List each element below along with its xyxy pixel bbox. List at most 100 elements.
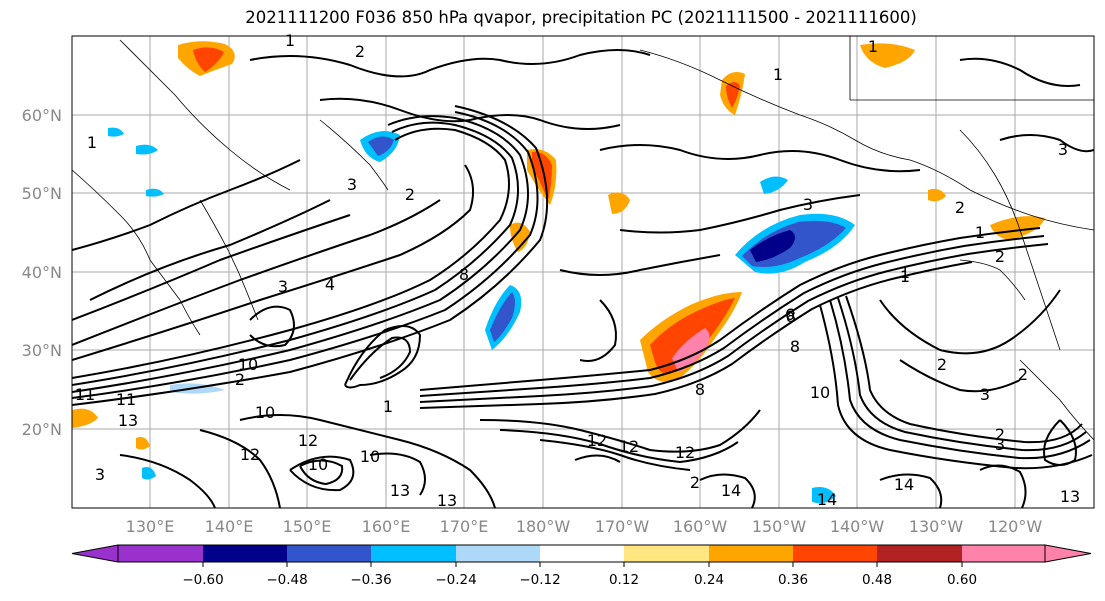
precip-patch-positive: [860, 43, 915, 68]
contour-label: 1: [900, 267, 910, 286]
lat-label: 40°N: [22, 263, 62, 282]
contour-label: 13: [390, 481, 410, 500]
precip-patch-positive: [136, 437, 150, 450]
contour-label: 1: [900, 263, 910, 282]
contour-label: 14: [817, 490, 837, 509]
colorbar-cell: [287, 545, 371, 562]
contour-label: 2: [955, 198, 965, 217]
contour-label: 2: [995, 247, 1005, 266]
precip-patch-negative: [812, 487, 836, 504]
lon-label: 180°W: [516, 517, 571, 536]
colorbar: −0.60 −0.48 −0.36 −0.24 −0.12 0.12 0.24 …: [71, 544, 1092, 588]
colorbar-cell: [118, 545, 203, 562]
precip-patch-positive: [726, 82, 740, 108]
contour-label: 2: [405, 185, 415, 204]
lon-label: 140°E: [205, 517, 254, 536]
precip-patch-negative: [490, 292, 515, 342]
contour-label: 3: [995, 435, 1005, 454]
colorbar-tick-label: 0.36: [778, 572, 808, 588]
contour-label: 11: [75, 385, 95, 404]
precip-patch-positive: [608, 192, 630, 214]
colorbar-tick-label: −0.48: [266, 572, 307, 588]
precip-patch-negative: [142, 467, 156, 480]
precip-patches: [72, 41, 1045, 504]
precip-patch-positive: [72, 408, 98, 428]
precip-patch-negative: [760, 176, 788, 194]
colorbar-tick-label: −0.60: [182, 572, 223, 588]
contour-label: 3: [95, 465, 105, 484]
precip-patch-negative: [750, 230, 795, 262]
contour-label: 3: [803, 195, 813, 214]
contour-labels: 1 2 1 1 1 3 2 3 2 3 4 3 2 1 2 3 10 11 13…: [75, 31, 1080, 510]
contour-label: 3: [278, 277, 288, 296]
precip-patch-positive: [193, 47, 224, 72]
lon-label: 150°E: [283, 517, 332, 536]
colorbar-cell: [962, 545, 1045, 562]
lon-label: 120°W: [988, 517, 1043, 536]
contour-label: 8: [695, 380, 705, 399]
precip-patch-negative: [368, 136, 394, 156]
precip-patch-positive: [928, 188, 946, 202]
contour-label: 1: [383, 397, 393, 416]
contour-label: 3: [347, 175, 357, 194]
contour-label: 1: [868, 37, 878, 56]
contour-label: 2: [690, 473, 700, 492]
map-title: 2021111200 F036 850 hPa qvapor, precipit…: [245, 8, 917, 27]
precip-patch-negative: [146, 188, 164, 197]
contour-label: 13: [437, 491, 457, 510]
contour-label: 12: [587, 431, 607, 450]
contour-label: 14: [894, 475, 914, 494]
precip-patch-positive: [510, 222, 530, 252]
lon-label: 170°W: [595, 517, 650, 536]
contour-label: 10: [238, 355, 258, 374]
contour-label: 13: [1060, 487, 1080, 506]
colorbar-cell: [203, 545, 287, 562]
lat-label: 50°N: [22, 184, 62, 203]
lat-label: 30°N: [22, 341, 62, 360]
colorbar-tick-label: −0.36: [350, 572, 391, 588]
colorbar-extend-right: [1044, 544, 1092, 563]
contour-label: 1: [87, 133, 97, 152]
contour-label: 1: [285, 31, 295, 50]
colorbar-cell: [793, 545, 877, 562]
lon-label: 140°W: [830, 517, 885, 536]
contour-label: 2: [937, 355, 947, 374]
contour-label: 1: [773, 65, 783, 84]
contour-label: 3: [980, 385, 990, 404]
colorbar-tick-label: 0.48: [862, 572, 892, 588]
latitude-labels: 60°N 50°N 40°N 30°N 20°N: [22, 106, 62, 439]
contour-label: 11: [116, 390, 136, 409]
lon-label: 160°W: [673, 517, 728, 536]
contour-label: 14: [721, 481, 741, 500]
precip-patch-negative: [136, 144, 158, 155]
lon-label: 150°W: [752, 517, 807, 536]
qvapor-contours: [72, 49, 1094, 508]
contour-label: 8: [459, 265, 469, 284]
contour-label: 2: [1018, 365, 1028, 384]
lat-label: 20°N: [22, 420, 62, 439]
contour-label: 12: [675, 443, 695, 462]
colorbar-tick-label: 0.60: [947, 572, 977, 588]
contour-label: 12: [240, 445, 260, 464]
longitude-labels: 130°E 140°E 150°E 160°E 170°E 180°W 170°…: [126, 517, 1043, 536]
colorbar-cell: [709, 545, 793, 562]
precip-patch-negative: [108, 127, 124, 137]
contour-label: 3: [1058, 140, 1068, 159]
colorbar-cell: [877, 545, 962, 562]
colorbar-cell: [624, 545, 709, 562]
colorbar-tick-label: −0.24: [435, 572, 476, 588]
contour-label: 8: [786, 307, 796, 326]
precip-patch-positive: [650, 298, 735, 374]
contour-label: 4: [325, 275, 335, 294]
coastlines: [72, 36, 1094, 441]
map-panel: [71, 35, 1095, 509]
contour-label: 2: [235, 370, 245, 389]
contour-label: 10: [308, 455, 328, 474]
contour-label: 10: [255, 403, 275, 422]
contour-label: 10: [360, 447, 380, 466]
lon-label: 130°E: [126, 517, 175, 536]
lat-label: 60°N: [22, 106, 62, 125]
contour-label: 12: [619, 437, 639, 456]
contour-label: 10: [810, 383, 830, 402]
